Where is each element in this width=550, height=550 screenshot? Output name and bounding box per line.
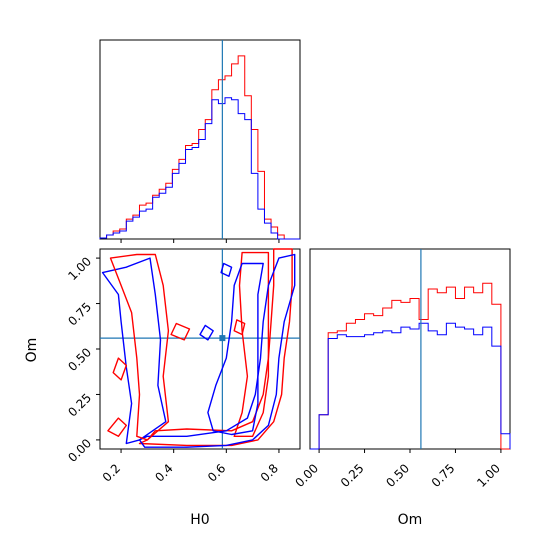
om-y-tick-label: 0.75 [65,300,94,329]
om-y-tick-label: 0.50 [65,345,94,374]
h0-x-tick-label: 0.4 [152,461,175,484]
contour-truth-marker [219,335,226,342]
om-y-tick-label: 0.00 [65,436,94,465]
om-hist-series-blue [310,322,511,450]
contour-red-island-1 [112,357,127,381]
h0-hist-series-red [99,55,300,240]
om-hist-series-red [310,282,510,450]
om-x-tick-label: 0.75 [429,461,458,490]
contour-blue-outer [138,253,296,448]
contour-red-island-3 [170,322,191,341]
h0-histogram-frame [99,39,301,240]
contour-blue-inner [207,262,264,436]
om-x-tick-label: 0.00 [292,461,321,490]
om-x-tick-label: 0.25 [338,461,367,490]
contour-blue-left-band [101,257,167,445]
contour-red-outer [138,248,293,447]
contour-blue-island-1 [220,262,233,277]
contour-red-island-2 [107,417,127,437]
om-histogram-panel [309,248,511,450]
h0-x-tick-label: 0.6 [205,461,228,484]
contour-red-left-band [109,253,170,441]
om-y-tick-label: 1.00 [65,254,94,283]
x-axis-label-h0: H0 [190,512,209,528]
contour-blue-island-2 [199,324,214,341]
om-x-tick-label: 0.50 [383,461,412,490]
h0-om-contour-panel [99,248,301,450]
h0-x-tick-label: 0.2 [100,461,123,484]
contour-red-island-4 [233,319,246,336]
x-axis-label-om: Om [398,512,423,528]
y-axis-label-om: Om [24,338,40,363]
om-y-tick-label: 0.25 [65,391,94,420]
h0-histogram-panel [99,39,301,240]
h0-x-tick-label: 0.8 [258,461,281,484]
contour-red-inner [233,251,270,437]
om-x-tick-label: 1.00 [474,461,503,490]
om-histogram-frame [309,248,511,450]
h0-hist-series-blue [99,97,300,240]
